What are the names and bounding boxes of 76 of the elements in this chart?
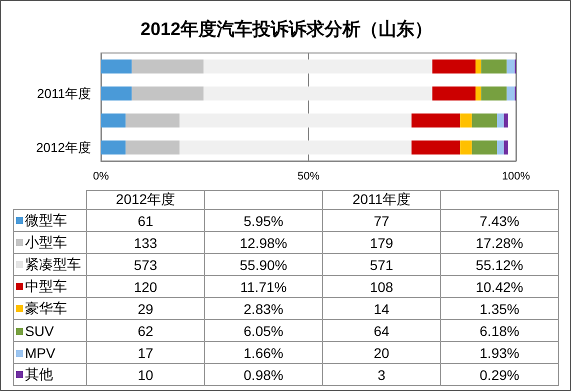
bar	[506, 86, 515, 100]
category-label: 豪华车	[25, 300, 67, 316]
bar	[132, 86, 204, 100]
bar	[472, 140, 497, 154]
bar	[126, 114, 180, 128]
data-label: 20	[322, 342, 440, 364]
x-tick-label: 0%	[93, 170, 110, 182]
category-label: 中型车	[25, 278, 67, 294]
data-label: 5.95%	[204, 210, 322, 232]
data-label: 1.66%	[204, 342, 322, 364]
category-label: 微型车	[25, 212, 67, 228]
category-label: SUV	[25, 322, 54, 338]
data-label: 120	[86, 276, 204, 298]
bar	[412, 114, 460, 128]
category-label: 小型车	[25, 234, 67, 250]
bar	[504, 140, 508, 154]
bar	[101, 86, 132, 100]
bar	[412, 140, 460, 154]
data-label: 6.05%	[204, 320, 322, 342]
data-label: 55.90%	[204, 254, 322, 276]
bar	[101, 60, 132, 74]
bar	[476, 60, 482, 74]
bar	[506, 60, 515, 74]
x-tick-label: 50%	[297, 170, 320, 182]
data-label: 0.29%	[440, 364, 558, 386]
bar	[204, 60, 432, 74]
bar	[504, 114, 508, 128]
bar	[460, 114, 472, 128]
bar	[432, 86, 476, 100]
data-label: 10.42%	[440, 276, 558, 298]
data-label: 6.18%	[440, 320, 558, 342]
data-label: 11.71%	[204, 276, 322, 298]
bar	[126, 140, 180, 154]
data-label: 179	[322, 232, 440, 254]
x-tick-label: 100%	[502, 170, 530, 182]
bar	[481, 86, 507, 100]
data-label: 133	[86, 232, 204, 254]
bar	[496, 140, 504, 154]
data-label: 17	[86, 342, 204, 364]
chart-title: 2012年度汽车投诉诉求分析（山东）	[140, 19, 433, 39]
data-label: 573	[86, 254, 204, 276]
bar	[132, 60, 204, 74]
data-label: 571	[322, 254, 440, 276]
data-label: 55.12%	[440, 254, 558, 276]
bar	[476, 86, 482, 100]
bar	[101, 140, 126, 154]
data-label: 2.83%	[204, 298, 322, 320]
data-label: 12.98%	[204, 232, 322, 254]
data-label: 14	[322, 298, 440, 320]
bar	[460, 140, 472, 154]
data-label: 62	[86, 320, 204, 342]
bar	[101, 114, 126, 128]
bar	[180, 140, 412, 154]
data-label: 108	[322, 276, 440, 298]
data-label: 17.28%	[440, 232, 558, 254]
category-label: 紧凑型车	[25, 256, 81, 272]
text: 2012年度	[86, 190, 204, 210]
data-label: 3	[322, 364, 440, 386]
data-label: 0.98%	[204, 364, 322, 386]
data-label: 1.35%	[440, 298, 558, 320]
data-label: 10	[86, 364, 204, 386]
data-label: 61	[86, 210, 204, 232]
data-label: 29	[86, 298, 204, 320]
data-label: 77	[322, 210, 440, 232]
text: 2011年度	[322, 190, 440, 210]
data-label: 64	[322, 320, 440, 342]
bar	[180, 114, 412, 128]
bar	[432, 60, 476, 74]
data-label: 7.43%	[440, 210, 558, 232]
bar	[204, 86, 432, 100]
data-label: 1.93%	[440, 342, 558, 364]
bar	[481, 60, 507, 74]
bar	[496, 114, 504, 128]
bar	[472, 114, 497, 128]
category-label: MPV	[25, 344, 56, 360]
category-label: 其他	[25, 366, 53, 382]
